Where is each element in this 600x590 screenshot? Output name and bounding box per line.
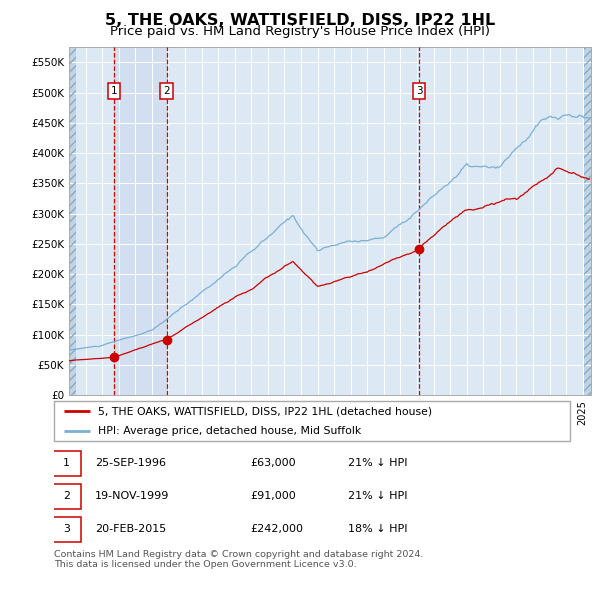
- Bar: [584, 47, 592, 395]
- Text: 19-NOV-1999: 19-NOV-1999: [95, 491, 170, 501]
- FancyBboxPatch shape: [52, 451, 82, 476]
- Text: 21% ↓ HPI: 21% ↓ HPI: [348, 458, 407, 468]
- Text: 21% ↓ HPI: 21% ↓ HPI: [348, 491, 407, 501]
- Text: 20-FEB-2015: 20-FEB-2015: [95, 525, 167, 534]
- Bar: [114, 47, 167, 395]
- FancyBboxPatch shape: [52, 484, 82, 509]
- Text: 2: 2: [163, 86, 170, 96]
- Bar: [584, 47, 592, 395]
- Text: £242,000: £242,000: [250, 525, 303, 534]
- FancyBboxPatch shape: [54, 401, 570, 441]
- Text: 5, THE OAKS, WATTISFIELD, DISS, IP22 1HL (detached house): 5, THE OAKS, WATTISFIELD, DISS, IP22 1HL…: [98, 407, 432, 417]
- Text: HPI: Average price, detached house, Mid Suffolk: HPI: Average price, detached house, Mid …: [98, 426, 361, 435]
- Text: 3: 3: [416, 86, 422, 96]
- Text: Contains HM Land Registry data © Crown copyright and database right 2024.
This d: Contains HM Land Registry data © Crown c…: [54, 550, 424, 569]
- Text: 5, THE OAKS, WATTISFIELD, DISS, IP22 1HL: 5, THE OAKS, WATTISFIELD, DISS, IP22 1HL: [105, 13, 495, 28]
- Bar: [69, 47, 76, 395]
- FancyBboxPatch shape: [52, 517, 82, 542]
- Text: 1: 1: [63, 458, 70, 468]
- Text: £63,000: £63,000: [250, 458, 296, 468]
- Text: £91,000: £91,000: [250, 491, 296, 501]
- Text: 1: 1: [111, 86, 118, 96]
- Text: 3: 3: [63, 525, 70, 534]
- Text: 25-SEP-1996: 25-SEP-1996: [95, 458, 166, 468]
- Text: Price paid vs. HM Land Registry's House Price Index (HPI): Price paid vs. HM Land Registry's House …: [110, 25, 490, 38]
- Text: 18% ↓ HPI: 18% ↓ HPI: [348, 525, 407, 534]
- Text: 2: 2: [63, 491, 70, 501]
- Bar: [69, 47, 76, 395]
